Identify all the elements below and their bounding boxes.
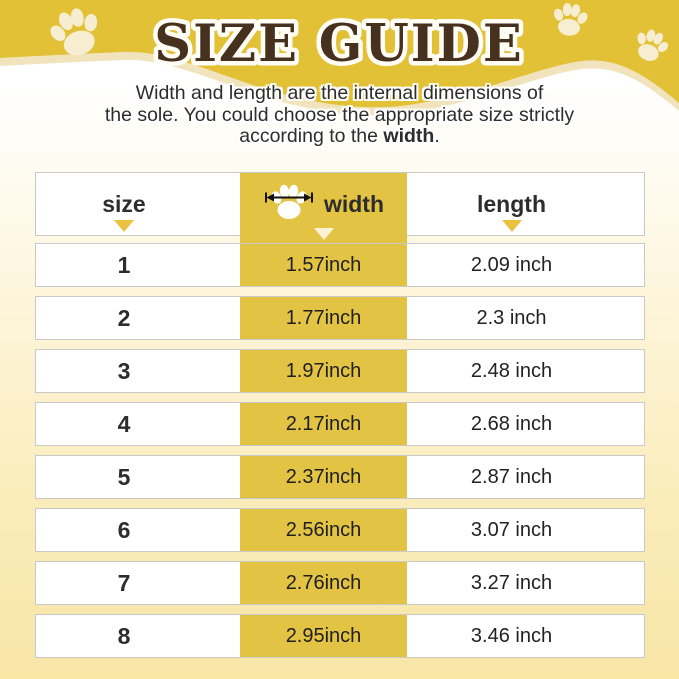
width-value: 1.77inch [240, 297, 407, 339]
down-triangle-icon [313, 228, 334, 240]
size-value: 4 [117, 410, 131, 437]
header-width-label: width [323, 190, 385, 217]
table-row: 3 1.97inch 2.48 inch [35, 349, 645, 393]
size-value: 7 [117, 569, 131, 596]
table-row: 6 2.56inch 3.07 inch [35, 508, 645, 552]
length-value: 3.27 inch [470, 571, 553, 594]
size-value: 8 [117, 622, 131, 649]
width-value: 2.17inch [240, 403, 407, 445]
length-value: 2.68 inch [470, 412, 553, 435]
table-row: 8 2.95inch 3.46 inch [35, 614, 645, 658]
header-width: width [240, 173, 407, 243]
length-value: 2.48 inch [470, 359, 553, 382]
size-value: 1 [117, 251, 131, 278]
description-line-2: the sole. You could choose the appropria… [104, 103, 575, 126]
length-value: 3.46 inch [470, 624, 553, 647]
table-body: 1 1.57inch 2.09 inch 2 1.77inch 2.3 inch… [35, 243, 645, 658]
down-triangle-icon [114, 220, 134, 232]
down-triangle-icon [501, 220, 522, 232]
width-value: 1.97inch [240, 350, 407, 392]
description: Width and length are the internal dimens… [0, 82, 679, 148]
width-value: 2.95inch [240, 615, 407, 657]
table-header-row: size [35, 172, 645, 243]
size-value: 3 [117, 357, 131, 384]
table-row: 2 1.77inch 2.3 inch [35, 296, 645, 340]
length-value: 2.87 inch [470, 465, 553, 488]
width-value: 2.76inch [240, 562, 407, 604]
size-value: 5 [117, 463, 131, 490]
header-length-label: length [477, 190, 546, 217]
description-width-emphasis: width [383, 125, 435, 147]
wave-gold [0, 0, 679, 108]
length-value: 2.09 inch [470, 253, 553, 276]
header-length: length [407, 173, 644, 235]
width-value: 2.37inch [240, 456, 407, 498]
width-value: 1.57inch [240, 244, 407, 286]
length-value: 2.3 inch [476, 306, 547, 329]
header-size-label: size [102, 190, 146, 217]
paw-width-arrow-icon [264, 184, 313, 219]
banner-wave [0, 0, 679, 116]
table-row: 7 2.76inch 3.27 inch [35, 561, 645, 605]
page-title: SIZE GUIDE [154, 14, 524, 74]
size-value: 6 [117, 516, 131, 543]
table-row: 4 2.17inch 2.68 inch [35, 402, 645, 446]
description-line-3: according to the width. [239, 125, 440, 147]
width-value: 2.56inch [240, 509, 407, 551]
title-wrap: SIZE GUIDE [0, 0, 679, 82]
table-row: 5 2.37inch 2.87 inch [35, 455, 645, 499]
size-table: size [35, 172, 645, 658]
header-size: size [36, 173, 240, 235]
length-value: 3.07 inch [470, 518, 553, 541]
table-row: 1 1.57inch 2.09 inch [35, 243, 645, 287]
size-value: 2 [117, 304, 131, 331]
description-line-1: Width and length are the internal dimens… [135, 82, 544, 104]
